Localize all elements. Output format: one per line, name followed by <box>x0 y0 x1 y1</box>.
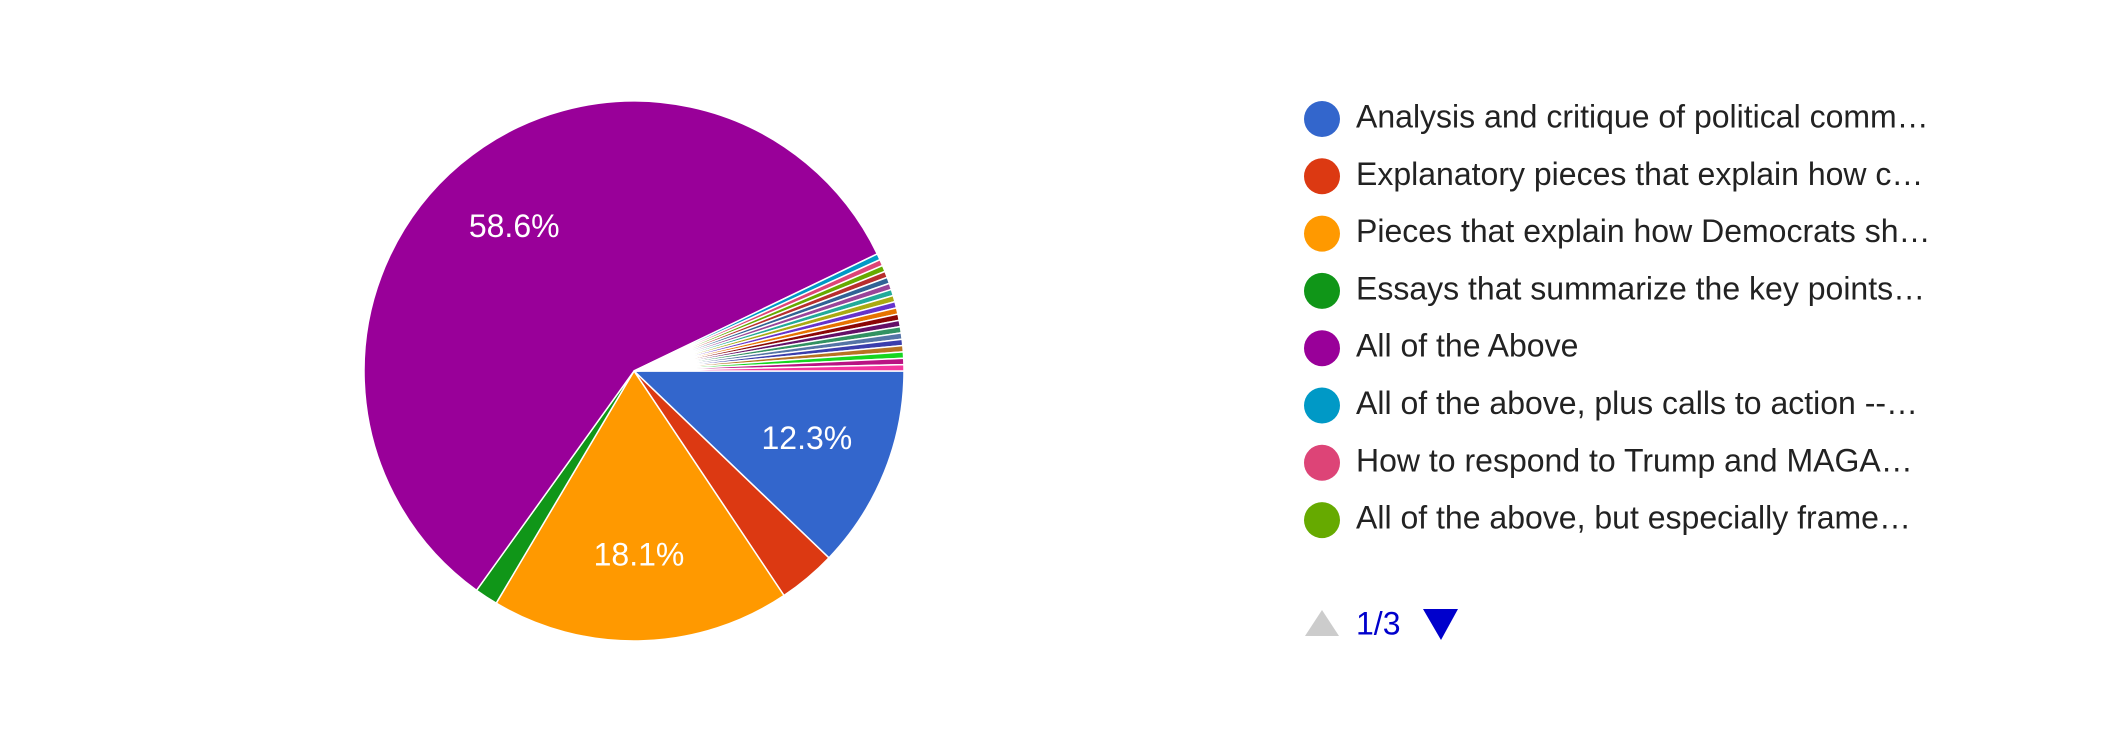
legend-swatch <box>1304 330 1340 367</box>
legend-swatch <box>1304 215 1340 252</box>
legend-label: How to respond to Trump and MAGA… <box>1356 442 1913 478</box>
pager-label: 1/3 <box>1356 605 1400 641</box>
pager-prev[interactable] <box>1305 610 1339 636</box>
legend-label: All of the Above <box>1356 328 1578 364</box>
legend-swatch <box>1304 272 1340 309</box>
legend-swatch <box>1304 158 1340 195</box>
legend-label: Explanatory pieces that explain how c… <box>1356 156 1923 192</box>
slice-label: 58.6% <box>469 208 560 244</box>
legend-swatch <box>1304 444 1340 481</box>
legend-label: All of the above, plus calls to action -… <box>1356 385 1918 421</box>
legend-swatch <box>1304 502 1340 539</box>
pie-slice <box>632 370 905 559</box>
legend-label: Essays that summarize the key points… <box>1356 270 1925 306</box>
pie-slice <box>363 100 879 592</box>
legend-swatch <box>1304 387 1340 424</box>
legend-label: Analysis and critique of political comm… <box>1356 98 1929 134</box>
legend-label: Pieces that explain how Democrats sh… <box>1356 213 1930 249</box>
slice-label: 12.3% <box>761 420 852 456</box>
pie-slice <box>495 369 786 642</box>
legend-label: All of the above, but especially frame… <box>1356 500 1911 536</box>
legend-swatch <box>1304 101 1340 137</box>
slice-label: 18.1% <box>594 537 685 573</box>
pager-next[interactable] <box>1423 609 1458 640</box>
pie-slice <box>633 363 905 372</box>
